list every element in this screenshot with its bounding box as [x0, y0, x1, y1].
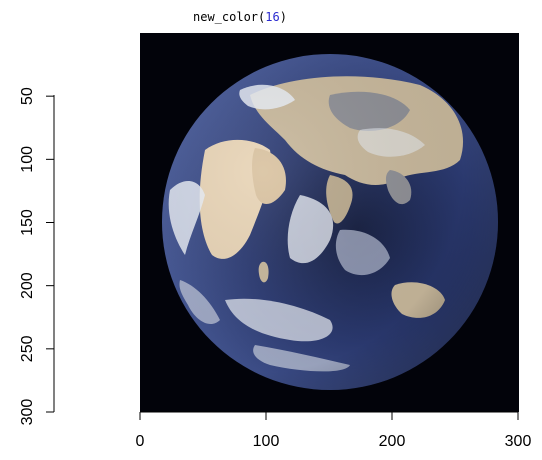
title-open-paren: ( — [258, 10, 266, 24]
x-tick-label: 0 — [136, 433, 145, 450]
x-tick-label: 100 — [253, 433, 280, 450]
plot-title: new_color(16) — [193, 10, 287, 24]
y-axis: 50 100 150 200 250 300 — [19, 87, 55, 426]
title-argument: 16 — [265, 10, 280, 24]
x-tick-label: 200 — [379, 433, 406, 450]
y-tick-label: 150 — [19, 209, 36, 236]
globe-shading — [162, 54, 498, 390]
title-close-paren: ) — [279, 10, 287, 24]
y-tick-label: 50 — [19, 87, 36, 105]
x-axis: 0 100 200 300 — [136, 411, 532, 450]
y-tick-label: 300 — [19, 399, 36, 426]
x-tick-label: 300 — [505, 433, 532, 450]
title-function: new_color — [193, 10, 259, 24]
y-tick-label: 200 — [19, 272, 36, 299]
y-tick-label: 250 — [19, 335, 36, 362]
y-tick-label: 100 — [19, 146, 36, 173]
earth-globe-image — [162, 54, 498, 390]
